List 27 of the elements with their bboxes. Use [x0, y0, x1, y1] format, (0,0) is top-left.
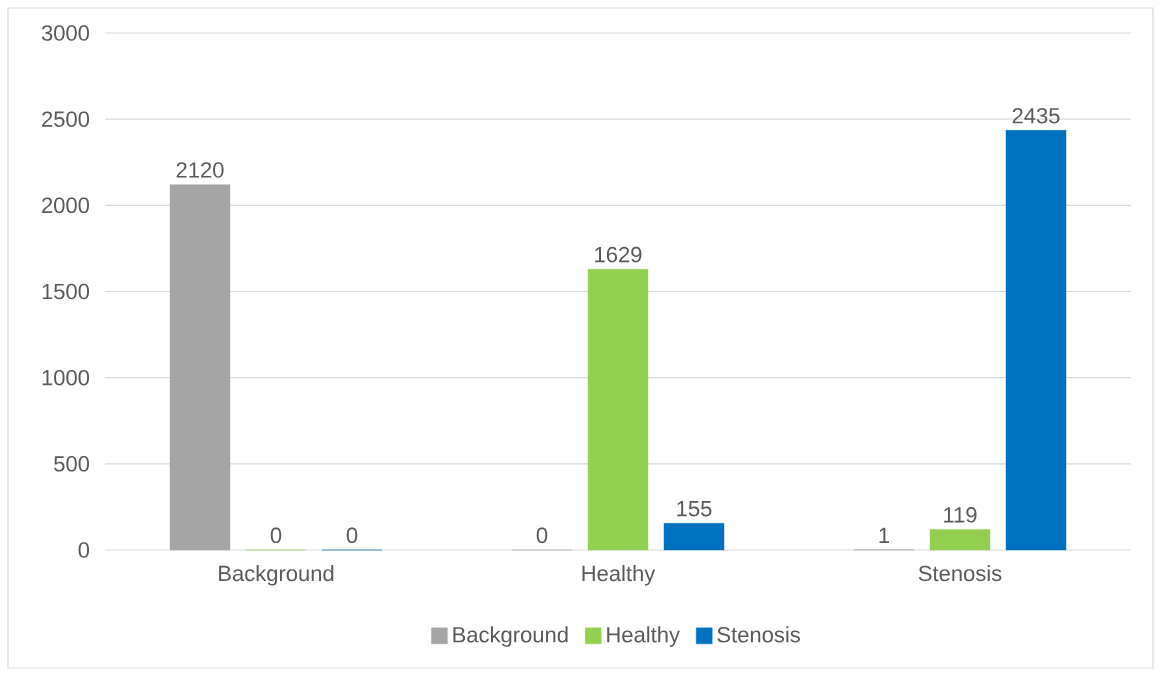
bar — [1005, 130, 1067, 551]
data-label: 119 — [944, 507, 977, 523]
y-tick-label: 3000 — [41, 25, 90, 41]
legend-label: Stenosis — [717, 626, 800, 643]
data-label: 2435 — [1012, 107, 1060, 124]
bar — [169, 184, 231, 551]
bar — [663, 523, 725, 551]
data-label: 1 — [879, 527, 890, 543]
legend-label: Background — [453, 626, 568, 647]
y-tick-label: 1500 — [42, 283, 90, 300]
data-label: 0 — [536, 527, 548, 544]
bar — [587, 269, 649, 551]
y-tick-label: 1000 — [42, 369, 90, 386]
y-tick-label: 2500 — [42, 111, 90, 127]
bar — [929, 529, 991, 551]
data-label: 155 — [677, 501, 712, 517]
x-tick-label: Stenosis — [918, 565, 1002, 582]
data-label: 0 — [346, 527, 358, 544]
y-tick-label: 500 — [54, 456, 90, 472]
legend-label: Healthy — [607, 626, 680, 647]
y-tick-label: 2000 — [42, 197, 90, 214]
x-tick-label: Background — [219, 565, 334, 586]
data-label: 2120 — [176, 162, 224, 178]
data-label: 1629 — [595, 246, 642, 263]
x-tick-label: Healthy — [582, 565, 656, 586]
y-tick-label: 0 — [78, 542, 90, 558]
data-label: 0 — [270, 527, 282, 544]
